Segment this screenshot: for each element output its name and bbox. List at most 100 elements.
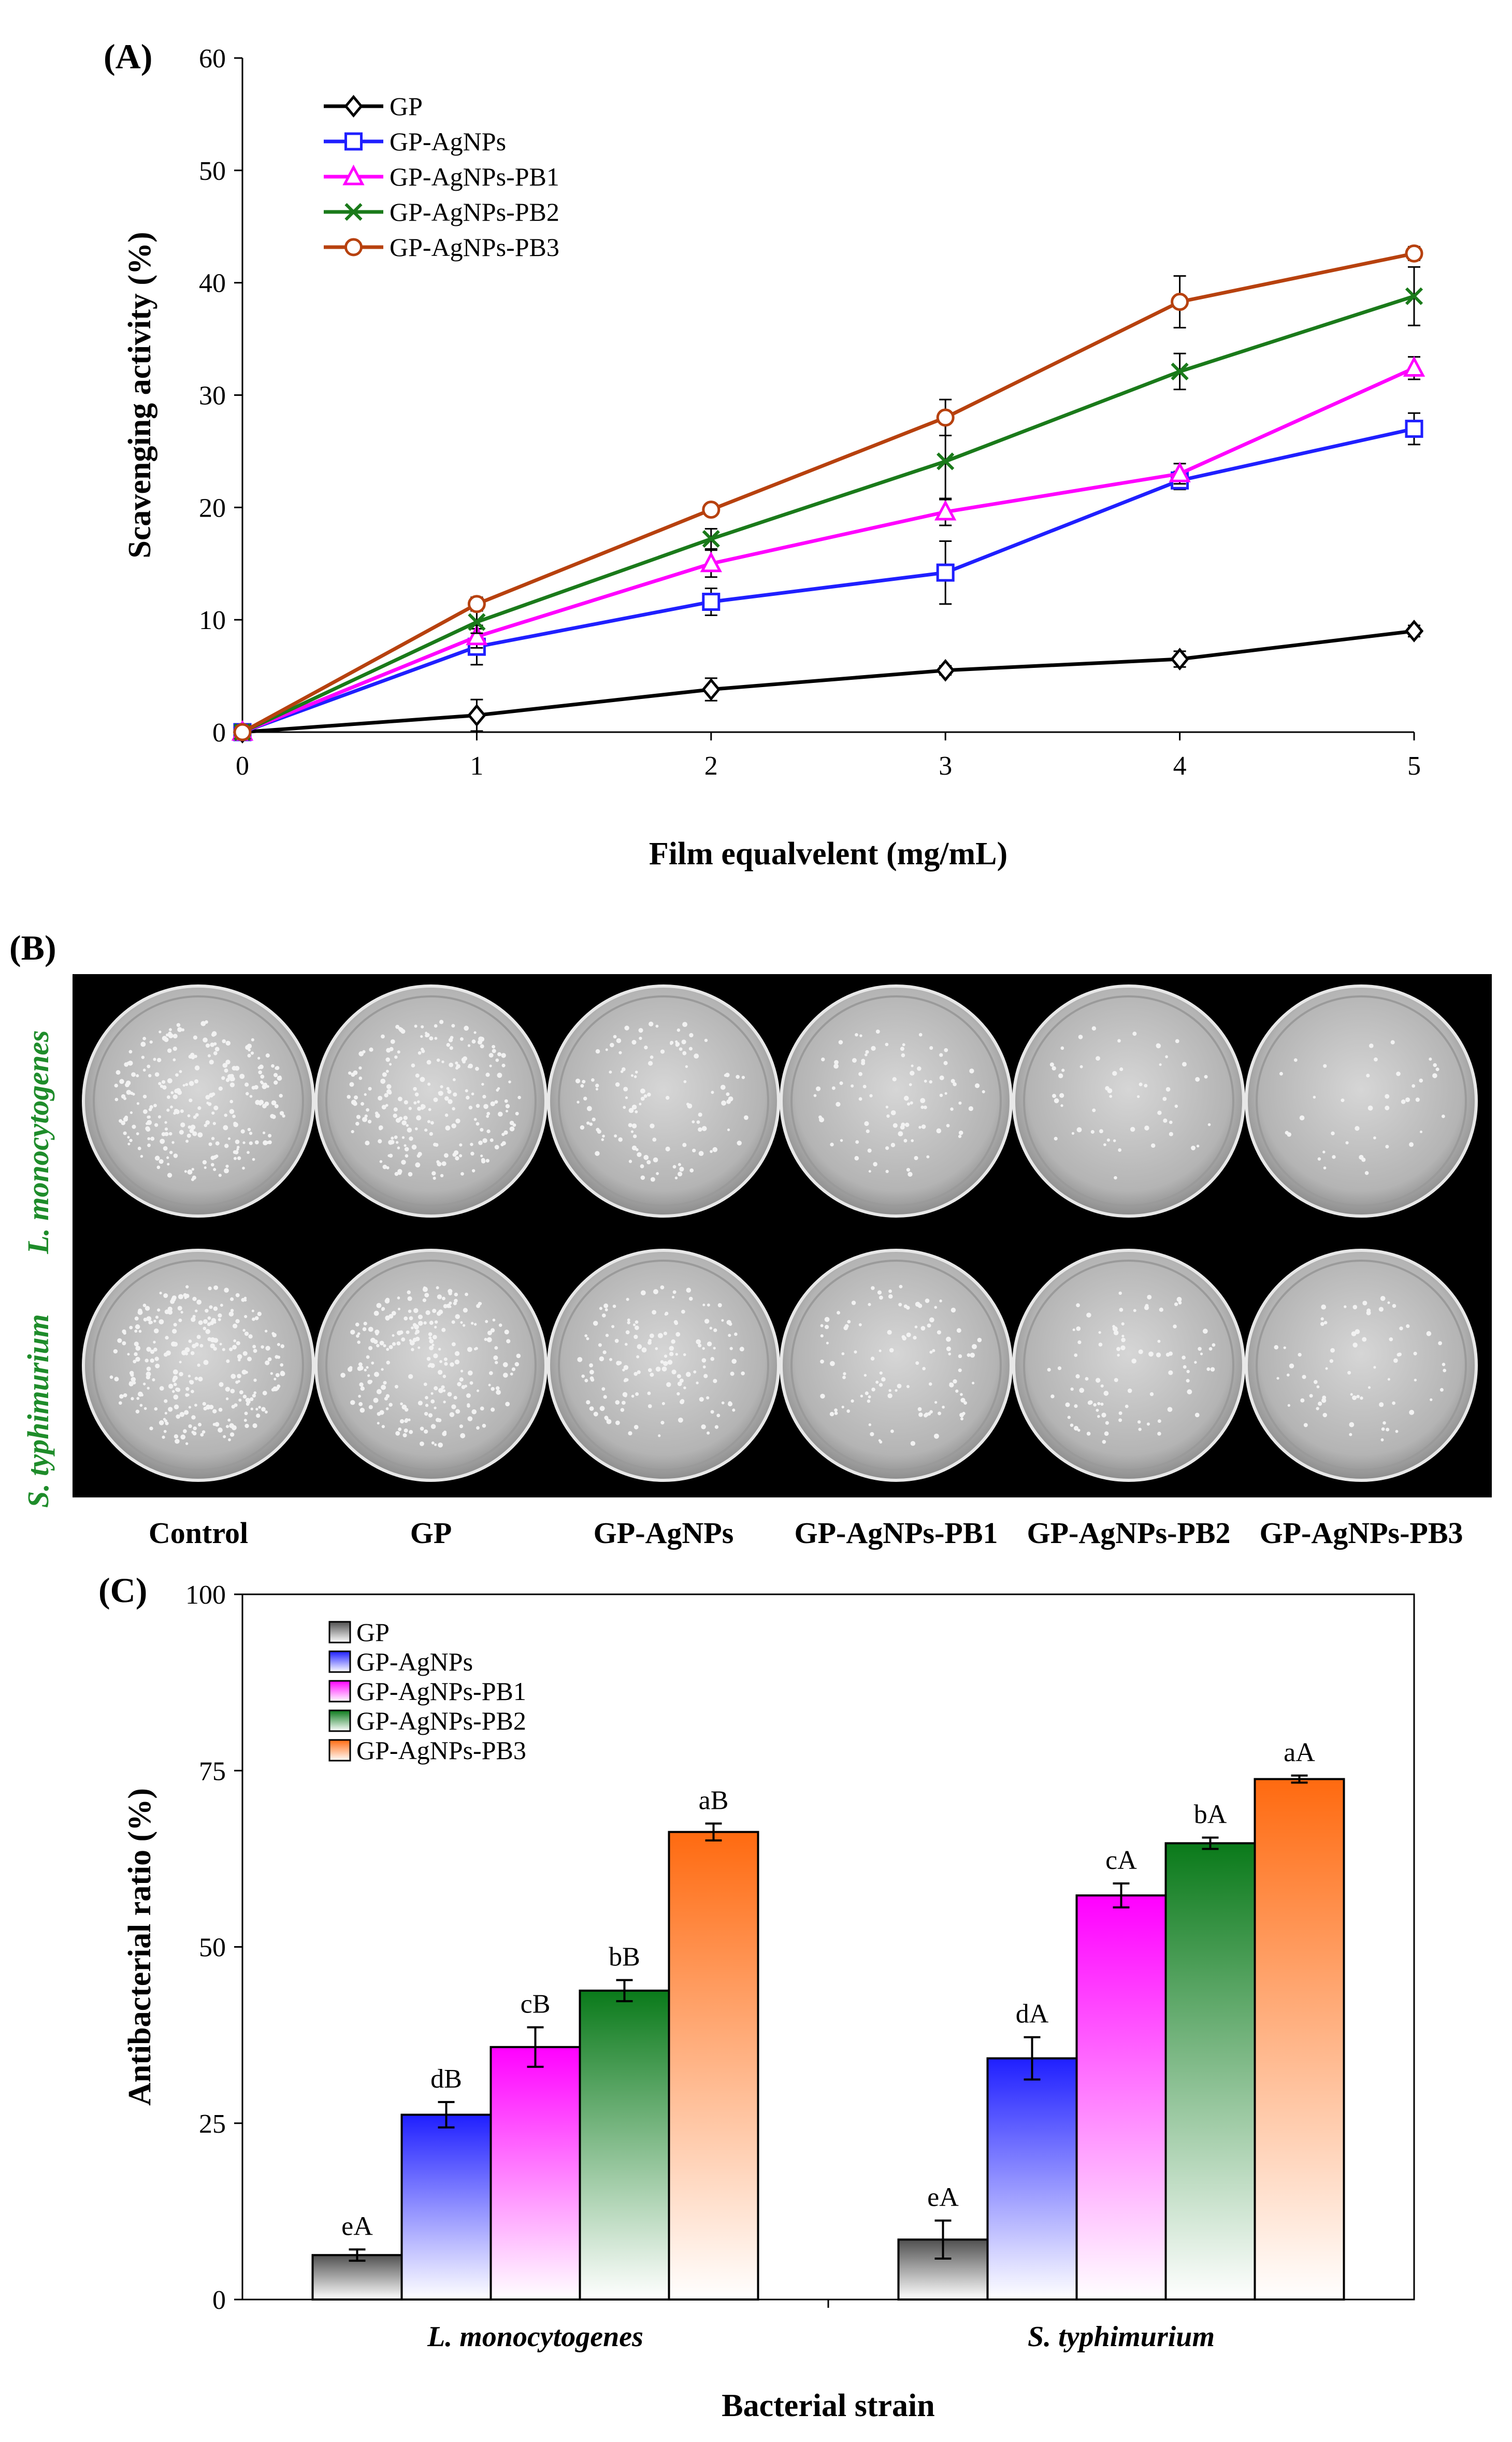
colony: [1366, 1308, 1371, 1313]
colony: [114, 1083, 118, 1088]
colony: [1321, 1398, 1327, 1403]
colony: [885, 1043, 889, 1047]
colony: [1118, 1411, 1122, 1415]
dish-inner-rim: [558, 995, 769, 1207]
colony: [165, 1421, 169, 1425]
colony: [455, 1066, 459, 1070]
colony: [247, 1053, 251, 1058]
legend-item-gp-agnps-pb2: GP-AgNPs-PB2: [328, 1706, 526, 1735]
colony: [480, 1127, 484, 1132]
y-tick-label: 60: [199, 44, 226, 74]
colony: [932, 1349, 935, 1352]
colony: [960, 1393, 963, 1396]
colony: [1279, 1072, 1283, 1076]
colony: [625, 1096, 628, 1099]
colony: [1058, 1073, 1063, 1078]
colony: [502, 1373, 508, 1378]
colony: [109, 1375, 113, 1379]
colony: [696, 1120, 700, 1124]
colony: [275, 1355, 279, 1359]
colony: [147, 1120, 152, 1125]
petri-dish-s-typhimurium-gp: [314, 1249, 548, 1482]
colony: [133, 1360, 137, 1364]
colony: [475, 1066, 479, 1071]
colony: [928, 1382, 932, 1386]
colony: [698, 1344, 702, 1348]
colony: [459, 1424, 463, 1429]
x-tick-label: 3: [939, 751, 952, 781]
colony: [212, 1122, 216, 1125]
colony: [225, 1387, 231, 1392]
bar-group-s-typhimurium-gp-agnps-pb1: cA: [1075, 1846, 1167, 2301]
colony: [1144, 1125, 1149, 1131]
colony: [1204, 1075, 1208, 1079]
colony: [437, 1162, 442, 1167]
colony: [1118, 1291, 1122, 1295]
colony: [639, 1036, 642, 1040]
colony: [577, 1356, 583, 1362]
colony: [1104, 1431, 1109, 1436]
colony: [599, 1356, 604, 1362]
colony: [892, 1123, 898, 1128]
colony: [1362, 1301, 1367, 1306]
colony: [661, 1366, 667, 1372]
colony: [1096, 1408, 1099, 1412]
colony: [398, 1171, 402, 1175]
colony: [506, 1110, 509, 1113]
colony: [224, 1288, 229, 1293]
colony: [892, 1077, 897, 1081]
colony: [225, 1040, 231, 1046]
colony: [1322, 1412, 1328, 1418]
colony: [623, 1087, 628, 1092]
bar-gp-agnps-pb3: [668, 1831, 759, 2301]
colony: [428, 1108, 431, 1111]
colony: [229, 1347, 233, 1351]
colony: [160, 1084, 164, 1088]
colony: [1355, 1126, 1360, 1131]
dish-inner-rim: [93, 1260, 304, 1471]
colony: [425, 1033, 430, 1037]
colony: [888, 1289, 892, 1293]
colony: [1052, 1094, 1056, 1098]
dish-rim: [82, 984, 315, 1218]
colony: [658, 1434, 661, 1437]
colony: [235, 1139, 240, 1145]
colony: [433, 1097, 438, 1102]
colony: [415, 1073, 420, 1078]
colony: [411, 1326, 414, 1330]
colony: [129, 1325, 133, 1330]
colony: [168, 1031, 172, 1035]
colony: [678, 1163, 681, 1166]
colony: [671, 1295, 675, 1299]
colony: [197, 1422, 202, 1427]
colony: [1092, 1108, 1096, 1112]
colony: [378, 1139, 382, 1144]
colony: [145, 1359, 149, 1363]
y-tick-label: 0: [212, 2286, 226, 2315]
colony: [1120, 1345, 1126, 1350]
colony: [681, 1039, 686, 1045]
colony: [347, 1367, 353, 1372]
colony: [222, 1348, 225, 1351]
colony: [682, 1022, 688, 1027]
colony: [381, 1105, 386, 1110]
colony: [1395, 1430, 1399, 1433]
colony: [1169, 1132, 1173, 1136]
colony: [218, 1174, 222, 1177]
colony: [1061, 1068, 1065, 1072]
bar-group-s-typhimurium-gp-agnps: dA: [986, 2000, 1078, 2301]
colony: [1117, 1353, 1120, 1357]
colony: [816, 1086, 821, 1091]
colony: [899, 1284, 903, 1289]
colony: [418, 1321, 423, 1326]
colony: [201, 1430, 206, 1434]
colony: [124, 1116, 128, 1120]
colony: [358, 1066, 362, 1070]
colony: [383, 1381, 387, 1385]
colony: [888, 1294, 893, 1299]
colony: [1195, 1077, 1200, 1082]
colony: [839, 1081, 843, 1086]
colony: [866, 1129, 870, 1133]
colony: [146, 1316, 152, 1322]
colony: [168, 1383, 174, 1389]
